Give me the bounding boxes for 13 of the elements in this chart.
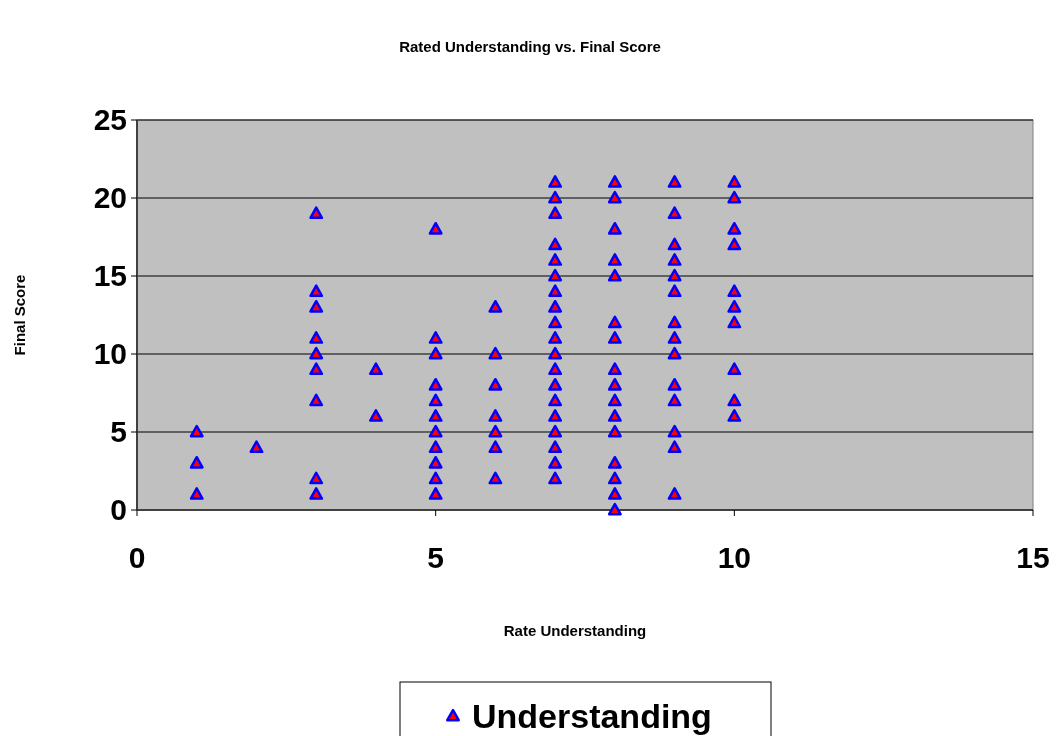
y-axis-title: Final Score [11, 274, 28, 356]
x-tick-label: 10 [717, 541, 752, 574]
y-tick-label: 5 [110, 415, 127, 448]
chart-title: Rated Understanding vs. Final Score [399, 38, 661, 55]
y-tick-label: 25 [93, 103, 127, 136]
y-tick-label: 0 [110, 493, 127, 526]
x-axis-title: Rate Understanding [503, 622, 647, 639]
legend-label: Understanding [472, 697, 712, 735]
y-tick-label: 10 [93, 337, 127, 370]
x-tick-label: 15 [1016, 541, 1050, 574]
y-tick-label: 20 [93, 181, 127, 214]
y-tick-label: 15 [93, 259, 127, 292]
x-tick-label: 5 [427, 541, 445, 574]
